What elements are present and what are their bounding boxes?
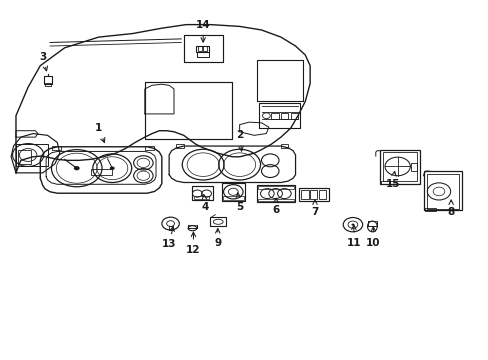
Bar — [309, 190, 317, 199]
Bar — [281, 113, 287, 118]
Circle shape — [74, 166, 80, 170]
Bar — [410, 163, 416, 171]
Bar — [192, 186, 212, 200]
Bar — [318, 190, 325, 199]
Bar — [203, 46, 206, 51]
Bar — [16, 144, 47, 166]
Text: 12: 12 — [186, 232, 200, 255]
Bar — [427, 174, 458, 208]
Bar — [222, 197, 244, 200]
Bar — [196, 46, 209, 52]
Text: 7: 7 — [311, 200, 318, 217]
Bar — [176, 144, 183, 148]
Bar — [210, 217, 225, 226]
Circle shape — [110, 166, 115, 170]
Bar — [91, 169, 112, 175]
Bar — [194, 196, 208, 199]
Bar — [281, 144, 287, 148]
Bar — [257, 186, 293, 189]
Bar — [257, 199, 293, 202]
Text: 14: 14 — [196, 19, 210, 42]
Bar — [425, 208, 435, 211]
Text: 5: 5 — [236, 193, 243, 212]
Bar — [19, 150, 30, 164]
Bar — [198, 46, 201, 51]
Bar — [271, 113, 278, 118]
Bar — [298, 188, 328, 201]
Text: 6: 6 — [272, 198, 279, 215]
Circle shape — [351, 224, 354, 226]
Bar — [379, 150, 419, 184]
Bar — [52, 146, 61, 150]
Text: 15: 15 — [385, 171, 399, 189]
Text: 1: 1 — [95, 123, 104, 143]
Bar — [221, 183, 244, 201]
Bar — [197, 52, 208, 58]
Bar — [380, 181, 389, 184]
Text: 3: 3 — [39, 52, 47, 71]
Text: 11: 11 — [346, 225, 361, 248]
Bar — [301, 190, 308, 199]
Bar — [382, 152, 416, 181]
Bar — [256, 185, 294, 202]
Bar — [43, 76, 52, 84]
Bar — [424, 171, 461, 210]
Text: 13: 13 — [162, 227, 176, 249]
Text: 2: 2 — [236, 130, 243, 151]
Text: 4: 4 — [202, 195, 209, 212]
Bar — [290, 113, 297, 118]
Text: 10: 10 — [366, 227, 380, 248]
Bar — [45, 83, 51, 86]
Text: 8: 8 — [447, 200, 454, 217]
Bar — [168, 226, 172, 230]
Bar — [144, 146, 153, 150]
Text: 9: 9 — [214, 229, 221, 248]
